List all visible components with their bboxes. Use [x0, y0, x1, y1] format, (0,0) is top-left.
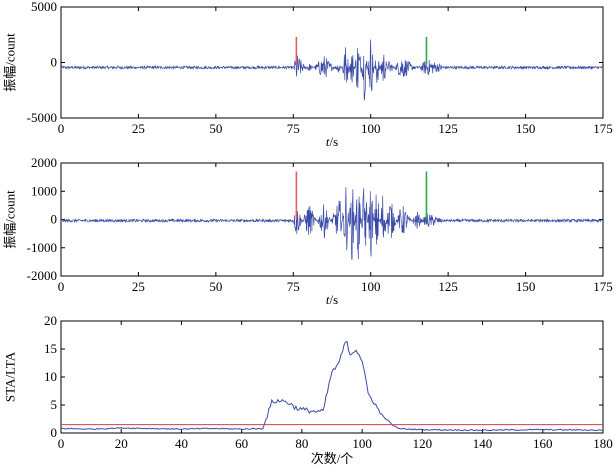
y-tick-label: 0 [51, 212, 58, 227]
data-area [61, 36, 603, 101]
x-tick-label: 25 [132, 121, 145, 136]
y-axis-label: STA/LTA [3, 351, 18, 402]
y-axis-label: 振幅/count [3, 33, 18, 92]
x-axis-label: 次数/个 [311, 451, 354, 466]
x-axis-label: t/s [326, 292, 338, 307]
x-tick-label: 125 [438, 279, 458, 294]
x-axis-label-unit: /s [329, 292, 338, 307]
x-tick-label: 50 [209, 279, 222, 294]
x-axis-label: t/s [326, 134, 338, 149]
y-tick-label: -1000 [27, 240, 57, 255]
x-tick-label: 40 [175, 436, 188, 451]
series-line [61, 341, 603, 432]
x-tick-label: 150 [516, 121, 536, 136]
x-tick-label: 60 [235, 436, 248, 451]
seismic-trace [61, 187, 603, 260]
x-tick-label: 0 [58, 436, 65, 451]
x-tick-label: 0 [58, 279, 65, 294]
y-tick-label: 10 [44, 369, 57, 384]
x-tick-label: 100 [361, 121, 381, 136]
panel-2: 0 25 50 75 100 125 150 175 2000 1000 0 -1000 -2000 t/… [3, 155, 613, 307]
x-tick-label: 150 [516, 279, 536, 294]
y-axis-label: 振幅/count [3, 190, 18, 249]
panel-3: 0 20 40 60 80 100 120 140 160 180 20 15 10 5 0 次数/个 STA/… [3, 313, 613, 466]
x-tick-label: 120 [413, 436, 433, 451]
x-tick-label: 175 [593, 279, 613, 294]
y-tick-label: -2000 [27, 268, 57, 283]
x-tick-label: 175 [593, 121, 613, 136]
x-tick-label: 0 [58, 121, 65, 136]
x-tick-label: 75 [287, 279, 300, 294]
y-tick-label: -5000 [27, 110, 57, 125]
x-tick-label: 20 [115, 436, 128, 451]
plot-frame [60, 6, 604, 119]
plot-frame [60, 320, 604, 434]
y-tick-label: 1000 [31, 183, 57, 198]
y-tick-label: 0 [51, 425, 58, 440]
panels: 0 25 50 75 100 125 150 17550000-5000t/s振幅/count… [3, 0, 613, 466]
y-tick-label: 2000 [31, 155, 57, 170]
x-tick-label: 160 [533, 436, 553, 451]
x-axis-label-variable: t [326, 134, 330, 149]
x-tick-label: 100 [361, 279, 381, 294]
data-area [61, 341, 603, 432]
x-axis-label-unit: /s [329, 134, 338, 149]
x-tick-label: 80 [295, 436, 308, 451]
y-tick-label: 20 [44, 313, 57, 328]
x-tick-label: 100 [352, 436, 372, 451]
seismic-trace [61, 39, 603, 101]
data-area [61, 171, 603, 260]
y-tick-label: 5 [51, 397, 58, 412]
x-tick-label: 140 [473, 436, 493, 451]
y-tick-label: 0 [51, 55, 58, 70]
y-tick-label: 15 [44, 341, 57, 356]
x-tick-label: 75 [287, 121, 300, 136]
x-tick-label: 25 [132, 279, 145, 294]
y-tick-label: 5000 [31, 0, 57, 14]
x-tick-label: 50 [209, 121, 222, 136]
x-tick-label: 180 [593, 436, 613, 451]
x-axis-label-variable: t [326, 292, 330, 307]
x-tick-label: 125 [438, 121, 458, 136]
